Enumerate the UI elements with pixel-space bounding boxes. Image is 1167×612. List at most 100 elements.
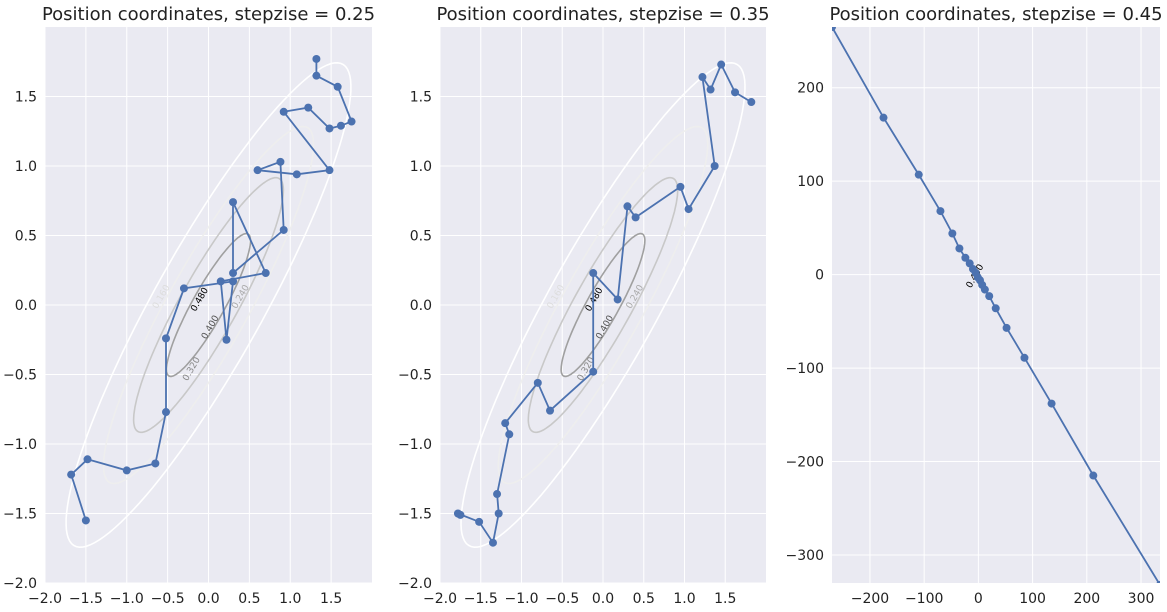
trajectory-point — [991, 304, 1000, 313]
trajectory-point — [623, 202, 632, 211]
y-tick-label: 1.5 — [410, 90, 432, 106]
contour-line — [560, 232, 646, 378]
trajectory-point — [533, 378, 542, 387]
trajectory-point — [710, 162, 719, 170]
x-tick-label: −200 — [851, 591, 889, 607]
y-tick-label: 0.0 — [15, 298, 37, 314]
subplot-1: −2.0 −1.5 −1.0 −0.5 0.0 0.5 1.0 1.5 −2.0 −1.5 −1.0… — [3, 4, 375, 607]
x-tick-label: 0.5 — [633, 591, 655, 607]
trajectory-point — [279, 107, 288, 116]
y-tick-label: −2.0 — [3, 576, 37, 592]
trajectory-point — [488, 538, 497, 547]
trajectory-point — [336, 121, 345, 130]
trajectory-point — [83, 455, 92, 464]
trajectory-point — [1002, 323, 1011, 332]
trajectory-point — [980, 285, 989, 294]
trajectory-point — [1089, 471, 1098, 480]
y-tick-label: 0.5 — [410, 229, 432, 245]
x-tick-label: 0.0 — [592, 591, 614, 607]
trajectory-point — [936, 207, 945, 216]
trajectory-point — [261, 269, 270, 278]
x-tick-label: −1.5 — [69, 591, 103, 607]
trajectory-point — [253, 166, 262, 175]
contour-line — [65, 61, 352, 549]
x-tick-label: −2.0 — [423, 591, 457, 607]
trajectory-point — [676, 182, 685, 191]
subplot-title: Position coordinates, stepzise = 0.45 — [829, 4, 1162, 25]
x-tick-label: 1.5 — [320, 591, 342, 607]
y-tick-label: −1.5 — [398, 507, 432, 523]
trajectory-point — [631, 213, 640, 222]
trajectory-point — [161, 334, 170, 343]
contour-line — [165, 232, 252, 378]
y-tick-label: 1.0 — [410, 159, 432, 175]
trajectory-point — [706, 85, 715, 94]
y-tick-label: 0 — [815, 268, 824, 284]
trajectory-point — [948, 229, 957, 238]
trajectory-point — [914, 170, 923, 179]
trajectory-point — [333, 82, 342, 91]
trajectory-point — [325, 166, 334, 175]
contour-line — [102, 125, 315, 485]
trajectory-point — [151, 459, 160, 468]
trajectory-point — [312, 71, 321, 80]
y-tick-label: −300 — [786, 548, 824, 564]
trajectory-point — [304, 103, 313, 112]
trajectory-point — [161, 408, 170, 417]
y-tick-label: −100 — [786, 361, 824, 377]
plot-content: 0.480 — [832, 27, 1160, 583]
trajectory-point — [961, 253, 970, 262]
y-tick-label: −0.5 — [3, 368, 37, 384]
y-tick-label: −2.0 — [398, 576, 432, 592]
x-tick-label: −1.5 — [464, 591, 498, 607]
y-tick-label: 0.0 — [410, 298, 432, 314]
x-tick-label: −100 — [905, 591, 943, 607]
x-tick-label: 0.5 — [238, 591, 260, 607]
contour-line — [460, 61, 746, 549]
trajectory-point — [229, 269, 238, 278]
trajectory-point — [613, 295, 622, 304]
trajectory-point — [67, 470, 76, 479]
y-tick-label: 0.5 — [15, 229, 37, 245]
trajectory-point — [216, 277, 225, 286]
x-tick-label: 200 — [1073, 591, 1100, 607]
y-tick-label: 1.0 — [15, 159, 37, 175]
trajectory-point — [81, 516, 90, 525]
y-tick-label: 200 — [797, 81, 824, 97]
trajectory-point — [229, 198, 238, 207]
contour-line — [132, 176, 285, 434]
trajectory-point — [325, 124, 334, 133]
trajectory-point — [494, 509, 503, 518]
trajectory-point — [589, 269, 598, 278]
trajectory-point — [229, 277, 238, 286]
y-tick-label: −200 — [786, 455, 824, 471]
trajectory-point — [684, 205, 693, 214]
trajectory-point — [589, 367, 598, 376]
x-tick-label: 0 — [974, 591, 983, 607]
x-tick-label: −0.5 — [151, 591, 185, 607]
contour-line — [527, 176, 679, 434]
trajectory-point — [279, 225, 288, 234]
trajectory-point — [717, 60, 726, 69]
trajectory-point — [456, 510, 465, 519]
subplot-title: Position coordinates, stepzise = 0.35 — [436, 4, 769, 25]
y-tick-label: −1.0 — [398, 437, 432, 453]
trajectory-point — [501, 419, 510, 428]
trajectory-point — [747, 98, 756, 107]
trajectory-point — [1047, 399, 1056, 408]
trajectory-point — [731, 88, 740, 97]
trajectory-point — [879, 113, 888, 122]
y-tick-label: −1.5 — [3, 507, 37, 523]
trajectory-point — [832, 27, 836, 31]
x-tick-label: −1.0 — [110, 591, 144, 607]
trajectory-point — [122, 466, 131, 475]
y-tick-label: −1.0 — [3, 437, 37, 453]
x-tick-label: 100 — [1019, 591, 1046, 607]
y-tick-label: 1.5 — [15, 90, 37, 106]
x-tick-label: 1.5 — [714, 591, 736, 607]
trajectory-point — [505, 430, 514, 439]
trajectory-point — [179, 284, 188, 293]
trajectory-point — [312, 54, 321, 63]
trajectory-point — [276, 157, 285, 166]
x-tick-label: 1.0 — [673, 591, 695, 607]
